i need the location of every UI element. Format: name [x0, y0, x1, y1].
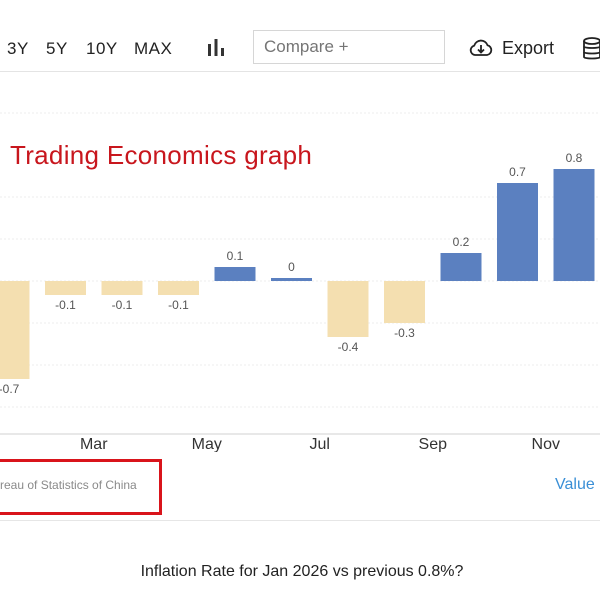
- cloud-download-icon: [469, 39, 493, 56]
- export-button[interactable]: Export: [468, 36, 554, 60]
- annotation-title: Trading Economics graph: [10, 140, 313, 170]
- range-10y-button[interactable]: 10Y: [86, 39, 118, 58]
- range-5y-button[interactable]: 5Y: [46, 39, 68, 58]
- bar-value-label-2: -0.1: [112, 298, 133, 312]
- bar-value-label-1: -0.1: [55, 298, 76, 312]
- source-link[interactable]: reau of Statistics of China: [0, 478, 137, 492]
- bar-5: [271, 278, 312, 281]
- bar-value-label-9: 0.7: [509, 165, 526, 179]
- x-tick-label-4: Nov: [532, 436, 560, 452]
- divider: [0, 520, 600, 521]
- bar-value-label-3: -0.1: [168, 298, 189, 312]
- x-tick-label-2: Jul: [310, 436, 330, 452]
- bar-value-label-6: -0.4: [338, 340, 359, 354]
- bar-1: [45, 281, 86, 295]
- bar-value-label-0: -0.7: [0, 382, 20, 396]
- bar-chart-icon[interactable]: [206, 37, 226, 57]
- x-tick-label-1: May: [192, 436, 222, 452]
- value-link[interactable]: Value: [555, 476, 595, 493]
- compare-input[interactable]: [253, 30, 445, 64]
- bar-7: [384, 281, 425, 323]
- bar-3: [158, 281, 199, 295]
- bar-2: [101, 281, 143, 295]
- range-max-button[interactable]: MAX: [134, 39, 173, 58]
- export-label: Export: [502, 37, 555, 58]
- bar-0: [0, 281, 30, 379]
- bar-8: [440, 253, 482, 281]
- bar-value-label-4: 0.1: [227, 249, 244, 263]
- inflation-bar-chart: -0.7 -0.1 -0.1 -0.1 0.1 0 -0.4 -0.3 0.2 0.7 0.8 Mar…: [0, 112, 600, 452]
- range-3y-button[interactable]: 3Y: [7, 39, 29, 58]
- bar-9: [497, 183, 538, 281]
- bar-10: [553, 169, 595, 281]
- bar-value-label-5: 0: [288, 260, 295, 274]
- bar-value-label-8: 0.2: [453, 235, 470, 249]
- database-icon[interactable]: [582, 37, 600, 61]
- x-tick-label-0: Mar: [80, 436, 108, 452]
- bar-value-label-10: 0.8: [566, 151, 583, 165]
- x-tick-label-3: Sep: [419, 436, 448, 452]
- bar-6: [327, 281, 369, 337]
- forecast-question: Inflation Rate for Jan 2026 vs previous …: [140, 563, 464, 580]
- bar-4: [214, 267, 256, 281]
- source-highlight-box: [0, 459, 162, 515]
- chart-toolbar: 3Y 5Y 10Y MAX Export: [0, 0, 600, 72]
- bar-value-label-7: -0.3: [394, 326, 415, 340]
